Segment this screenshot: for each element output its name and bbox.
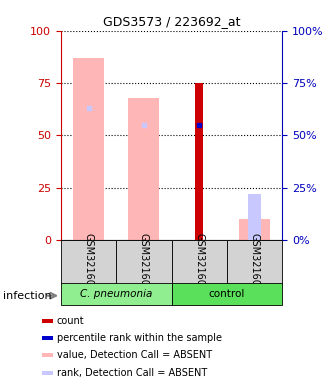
Text: rank, Detection Call = ABSENT: rank, Detection Call = ABSENT xyxy=(57,368,207,378)
Bar xyxy=(172,240,227,284)
Bar xyxy=(239,219,270,240)
Text: infection: infection xyxy=(3,291,52,301)
Bar xyxy=(42,319,53,323)
Text: value, Detection Call = ABSENT: value, Detection Call = ABSENT xyxy=(57,350,212,360)
Title: GDS3573 / 223692_at: GDS3573 / 223692_at xyxy=(103,15,240,28)
Bar xyxy=(42,336,53,340)
Text: GSM321607: GSM321607 xyxy=(84,233,94,291)
Text: control: control xyxy=(209,289,245,299)
Bar xyxy=(42,353,53,357)
Text: C. pneumonia: C. pneumonia xyxy=(80,289,152,299)
Bar xyxy=(128,98,159,240)
Bar xyxy=(227,240,282,284)
Bar xyxy=(61,240,116,284)
Bar xyxy=(172,283,282,305)
Bar xyxy=(73,58,104,240)
Text: GSM321606: GSM321606 xyxy=(249,233,259,291)
Bar xyxy=(61,283,172,305)
Bar xyxy=(248,194,261,240)
Bar xyxy=(116,240,172,284)
Text: GSM321608: GSM321608 xyxy=(139,233,149,291)
Text: percentile rank within the sample: percentile rank within the sample xyxy=(57,333,222,343)
Text: count: count xyxy=(57,316,84,326)
Bar xyxy=(42,371,53,376)
Bar xyxy=(195,83,203,240)
Text: GSM321605: GSM321605 xyxy=(194,233,204,291)
